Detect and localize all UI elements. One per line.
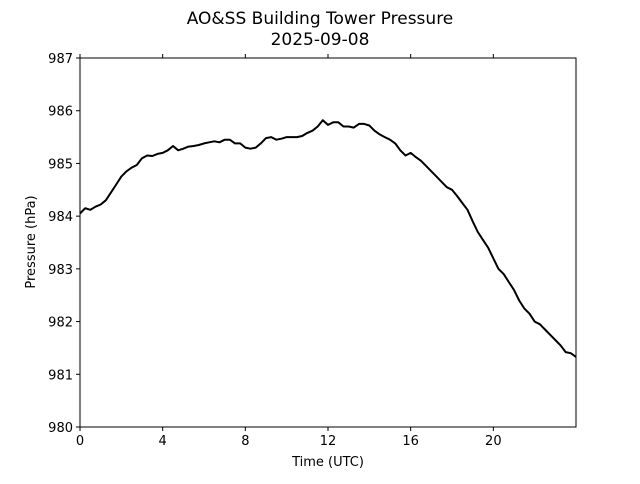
x-tick-label: 16 (402, 434, 419, 449)
x-tick-label: 12 (320, 434, 337, 449)
x-tick-label: 20 (485, 434, 502, 449)
chart-title: AO&SS Building Tower Pressure (187, 9, 454, 29)
y-tick-label: 986 (48, 105, 73, 120)
x-tick-label: 0 (76, 434, 84, 449)
y-tick-label: 981 (48, 368, 73, 383)
x-tick-label: 4 (159, 434, 167, 449)
y-tick-label: 982 (48, 316, 73, 331)
x-axis-label: Time (UTC) (291, 455, 364, 470)
y-axis-label: Pressure (hPa) (24, 195, 39, 288)
y-tick-label: 984 (48, 210, 73, 225)
y-tick-label: 980 (48, 421, 73, 436)
plot-frame (79, 57, 577, 428)
x-tick-label: 8 (241, 434, 249, 449)
chart-subtitle: 2025-09-08 (271, 30, 370, 50)
y-tick-label: 985 (48, 157, 73, 172)
y-tick-label: 987 (48, 52, 73, 67)
y-tick-label: 983 (48, 263, 73, 278)
pressure-line (79, 119, 577, 358)
